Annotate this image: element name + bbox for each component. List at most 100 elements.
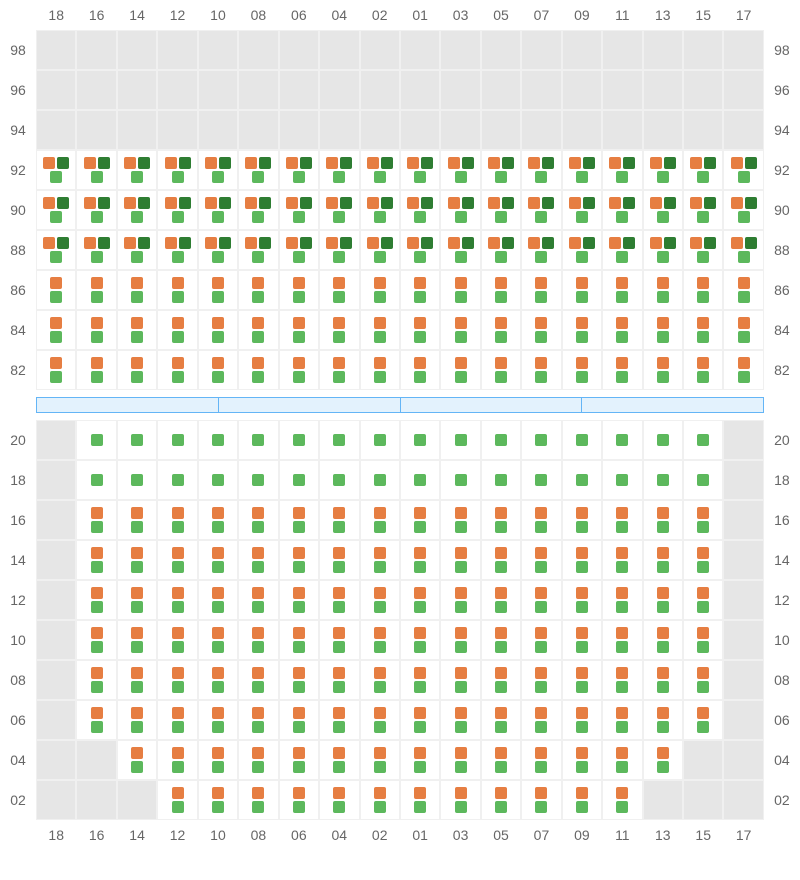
- seat-cell[interactable]: [319, 270, 359, 310]
- seat-cell[interactable]: [602, 150, 642, 190]
- seat-cell[interactable]: [76, 230, 116, 270]
- seat-cell[interactable]: [117, 150, 157, 190]
- seat-cell[interactable]: [319, 350, 359, 390]
- seat-cell[interactable]: [521, 350, 561, 390]
- seat-cell[interactable]: [157, 230, 197, 270]
- seat-cell[interactable]: [198, 780, 238, 820]
- seat-cell[interactable]: [562, 540, 602, 580]
- seat-cell[interactable]: [643, 230, 683, 270]
- seat-cell[interactable]: [440, 230, 480, 270]
- seat-cell[interactable]: [481, 740, 521, 780]
- seat-cell[interactable]: [279, 540, 319, 580]
- seat-cell[interactable]: [117, 620, 157, 660]
- seat-cell[interactable]: [723, 270, 763, 310]
- seat-cell[interactable]: [683, 190, 723, 230]
- seat-cell[interactable]: [360, 150, 400, 190]
- seat-cell[interactable]: [319, 460, 359, 500]
- seat-cell[interactable]: [157, 740, 197, 780]
- seat-cell[interactable]: [562, 580, 602, 620]
- seat-cell[interactable]: [521, 780, 561, 820]
- seat-cell[interactable]: [319, 230, 359, 270]
- seat-cell[interactable]: [319, 660, 359, 700]
- seat-cell[interactable]: [319, 310, 359, 350]
- seat-cell[interactable]: [723, 150, 763, 190]
- seat-cell[interactable]: [279, 740, 319, 780]
- seat-cell[interactable]: [198, 420, 238, 460]
- seat-cell[interactable]: [117, 500, 157, 540]
- seat-cell[interactable]: [602, 660, 642, 700]
- seat-cell[interactable]: [521, 660, 561, 700]
- seat-cell[interactable]: [279, 190, 319, 230]
- seat-cell[interactable]: [360, 270, 400, 310]
- seat-cell[interactable]: [36, 310, 76, 350]
- seat-cell[interactable]: [683, 500, 723, 540]
- seat-cell[interactable]: [279, 780, 319, 820]
- seat-cell[interactable]: [643, 540, 683, 580]
- seat-cell[interactable]: [76, 500, 116, 540]
- seat-cell[interactable]: [683, 270, 723, 310]
- seat-cell[interactable]: [481, 660, 521, 700]
- seat-cell[interactable]: [76, 150, 116, 190]
- seat-cell[interactable]: [683, 420, 723, 460]
- seat-cell[interactable]: [76, 460, 116, 500]
- seat-cell[interactable]: [360, 190, 400, 230]
- seat-cell[interactable]: [238, 660, 278, 700]
- seat-cell[interactable]: [683, 620, 723, 660]
- seat-cell[interactable]: [198, 310, 238, 350]
- seat-cell[interactable]: [198, 190, 238, 230]
- seat-cell[interactable]: [602, 190, 642, 230]
- seat-cell[interactable]: [76, 350, 116, 390]
- seat-cell[interactable]: [400, 500, 440, 540]
- seat-cell[interactable]: [440, 540, 480, 580]
- seat-cell[interactable]: [279, 460, 319, 500]
- seat-cell[interactable]: [157, 660, 197, 700]
- seat-cell[interactable]: [683, 350, 723, 390]
- seat-cell[interactable]: [117, 740, 157, 780]
- seat-cell[interactable]: [238, 580, 278, 620]
- seat-cell[interactable]: [76, 540, 116, 580]
- seat-cell[interactable]: [238, 190, 278, 230]
- seat-cell[interactable]: [117, 190, 157, 230]
- seat-cell[interactable]: [562, 310, 602, 350]
- seat-cell[interactable]: [76, 580, 116, 620]
- seat-cell[interactable]: [360, 780, 400, 820]
- seat-cell[interactable]: [643, 580, 683, 620]
- seat-cell[interactable]: [360, 460, 400, 500]
- seat-cell[interactable]: [198, 270, 238, 310]
- seat-cell[interactable]: [360, 580, 400, 620]
- seat-cell[interactable]: [440, 190, 480, 230]
- seat-cell[interactable]: [279, 230, 319, 270]
- seat-cell[interactable]: [602, 700, 642, 740]
- seat-cell[interactable]: [481, 580, 521, 620]
- seat-cell[interactable]: [279, 310, 319, 350]
- seat-cell[interactable]: [117, 580, 157, 620]
- seat-cell[interactable]: [521, 270, 561, 310]
- seat-cell[interactable]: [723, 350, 763, 390]
- seat-cell[interactable]: [238, 740, 278, 780]
- seat-cell[interactable]: [400, 420, 440, 460]
- seat-cell[interactable]: [643, 660, 683, 700]
- seat-cell[interactable]: [36, 150, 76, 190]
- seat-cell[interactable]: [400, 310, 440, 350]
- seat-cell[interactable]: [643, 500, 683, 540]
- seat-cell[interactable]: [76, 700, 116, 740]
- seat-cell[interactable]: [602, 580, 642, 620]
- seat-cell[interactable]: [279, 620, 319, 660]
- seat-cell[interactable]: [643, 460, 683, 500]
- seat-cell[interactable]: [683, 700, 723, 740]
- seat-cell[interactable]: [562, 500, 602, 540]
- seat-cell[interactable]: [400, 150, 440, 190]
- seat-cell[interactable]: [319, 780, 359, 820]
- seat-cell[interactable]: [36, 230, 76, 270]
- seat-cell[interactable]: [238, 500, 278, 540]
- seat-cell[interactable]: [643, 420, 683, 460]
- seat-cell[interactable]: [440, 500, 480, 540]
- seat-cell[interactable]: [400, 660, 440, 700]
- seat-cell[interactable]: [602, 460, 642, 500]
- seat-cell[interactable]: [117, 310, 157, 350]
- seat-cell[interactable]: [238, 420, 278, 460]
- seat-cell[interactable]: [562, 150, 602, 190]
- seat-cell[interactable]: [481, 500, 521, 540]
- seat-cell[interactable]: [198, 350, 238, 390]
- seat-cell[interactable]: [562, 700, 602, 740]
